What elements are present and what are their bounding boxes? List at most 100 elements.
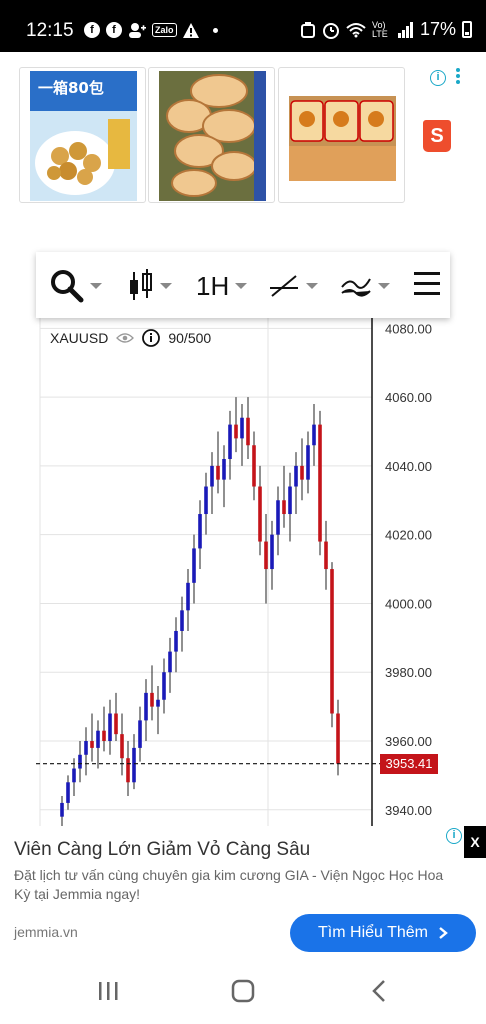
candle-body bbox=[330, 569, 334, 714]
info-icon[interactable] bbox=[142, 329, 161, 347]
chevron-down-icon bbox=[235, 283, 248, 289]
candle-body bbox=[264, 541, 268, 570]
menu-icon[interactable] bbox=[414, 272, 440, 296]
candle-body bbox=[162, 672, 166, 700]
candle-body bbox=[84, 741, 88, 755]
chart-type-tool[interactable] bbox=[128, 269, 172, 302]
chart-legend: XAUUSD 90/500 bbox=[50, 329, 211, 347]
candle-body bbox=[258, 486, 262, 542]
indicator-tool[interactable] bbox=[340, 270, 390, 302]
signal-icon bbox=[397, 21, 413, 38]
home-icon[interactable] bbox=[231, 979, 255, 1003]
candle-body bbox=[282, 500, 286, 515]
ad-title[interactable]: Viên Càng Lớn Giảm Vỏ Càng Sâu bbox=[14, 839, 311, 860]
battery-percent: 17% bbox=[419, 19, 456, 39]
recent-apps-icon[interactable] bbox=[97, 980, 119, 1002]
y-tick-label: 3980.00 bbox=[385, 665, 432, 680]
y-tick-label: 4040.00 bbox=[385, 459, 432, 474]
facebook-icon: f bbox=[106, 22, 122, 38]
candle-body bbox=[102, 730, 106, 742]
candle-body bbox=[78, 754, 82, 769]
candle-body bbox=[66, 782, 70, 803]
ad-info-icon[interactable]: i bbox=[430, 70, 446, 86]
candle-body bbox=[90, 741, 94, 748]
ad-close-button[interactable]: X bbox=[464, 826, 486, 858]
candle-body bbox=[186, 582, 190, 611]
candle-body bbox=[150, 692, 154, 707]
y-tick-label: 4020.00 bbox=[385, 528, 432, 543]
recycle-icon bbox=[300, 21, 315, 38]
learn-more-button[interactable]: Tìm Hiểu Thêm bbox=[290, 914, 476, 952]
candle-body bbox=[60, 802, 64, 817]
system-nav-bar bbox=[0, 958, 486, 1024]
last-price-badge: 3953.41 bbox=[380, 753, 438, 774]
candle-body bbox=[228, 424, 232, 460]
eye-icon[interactable] bbox=[116, 332, 135, 344]
trading-chart[interactable]: 1H XAUUSD 90/500 4080.00 4060.00 4040.00 40… bbox=[36, 252, 450, 827]
timeframe-tool[interactable]: 1H bbox=[196, 270, 248, 302]
top-ad-banner[interactable]: 一箱80包 i S bbox=[0, 52, 486, 212]
zalo-icon: Zalo bbox=[152, 23, 177, 37]
chart-toolbar: 1H bbox=[36, 252, 450, 318]
ad-more-icon[interactable] bbox=[456, 68, 460, 84]
chevron-down-icon bbox=[160, 283, 172, 289]
y-tick-label: 4000.00 bbox=[385, 596, 432, 611]
y-tick-label: 4080.00 bbox=[385, 321, 432, 336]
candle-body bbox=[324, 541, 328, 570]
product-1-title: 一箱80包 bbox=[38, 79, 104, 97]
candle-body bbox=[306, 445, 310, 480]
chevron-down-icon bbox=[90, 283, 102, 289]
chevron-down-icon bbox=[378, 283, 390, 289]
candle-body bbox=[204, 486, 208, 515]
price-chart-canvas[interactable]: 4080.00 4060.00 4040.00 4020.00 4000.00 3980.… bbox=[36, 252, 450, 827]
symbol-label: XAUUSD bbox=[50, 330, 109, 346]
candle-body bbox=[336, 713, 340, 764]
candle-body bbox=[192, 548, 196, 583]
candle-body bbox=[210, 465, 214, 487]
candle-body bbox=[318, 424, 322, 542]
search-tool[interactable] bbox=[50, 270, 102, 303]
learn-more-label: Tìm Hiểu Thêm bbox=[318, 924, 428, 941]
notification-icons: f f Zalo bbox=[84, 22, 218, 38]
candle-body bbox=[114, 713, 118, 735]
ad-domain[interactable]: jemmia.vn bbox=[14, 924, 78, 940]
contact-add-icon bbox=[129, 23, 146, 38]
product-image-3[interactable] bbox=[278, 67, 405, 203]
status-bar: 12:15 f f Zalo Vo) LTE 17% bbox=[0, 0, 486, 52]
y-tick-label: 3960.00 bbox=[385, 734, 432, 749]
ad-info-icon[interactable]: i bbox=[446, 828, 462, 844]
wifi-icon bbox=[346, 22, 366, 37]
product-image-1[interactable]: 一箱80包 bbox=[19, 67, 146, 203]
facebook-icon: f bbox=[84, 22, 100, 38]
candlestick-icon bbox=[130, 269, 152, 300]
candle-body bbox=[120, 734, 124, 759]
chevron-down-icon bbox=[306, 283, 318, 289]
status-time: 12:15 bbox=[26, 20, 74, 41]
candle-body bbox=[300, 465, 304, 480]
candle-body bbox=[108, 713, 112, 742]
candle-body bbox=[276, 500, 280, 535]
candle-body bbox=[294, 465, 298, 487]
candle-body bbox=[72, 768, 76, 783]
product-image-2[interactable] bbox=[148, 67, 275, 203]
candle-body bbox=[216, 465, 220, 480]
candle-body bbox=[240, 417, 244, 439]
candle-body bbox=[288, 486, 292, 515]
candle-body bbox=[138, 720, 142, 748]
candle-body bbox=[252, 445, 256, 487]
bottom-ad-banner[interactable]: Viên Càng Lớn Giảm Vỏ Càng Sâu Đặt lịch … bbox=[0, 826, 486, 958]
volte-label: Vo) LTE bbox=[371, 19, 388, 39]
candle-body bbox=[168, 651, 172, 673]
ad-description[interactable]: Đặt lịch tư vấn cùng chuyên gia kim cươn… bbox=[14, 867, 444, 902]
indicator-icon bbox=[341, 278, 371, 297]
alarm-icon bbox=[322, 22, 339, 39]
chevron-right-icon bbox=[439, 927, 448, 939]
back-icon[interactable] bbox=[371, 979, 387, 1003]
candle-body bbox=[126, 758, 130, 783]
drawing-tool[interactable] bbox=[268, 270, 318, 302]
more-notifications-dot bbox=[212, 27, 218, 33]
candle-body bbox=[96, 730, 100, 748]
candle-body bbox=[132, 747, 136, 783]
y-tick-label: 4060.00 bbox=[385, 390, 432, 405]
shopee-logo-icon[interactable]: S bbox=[423, 120, 451, 152]
